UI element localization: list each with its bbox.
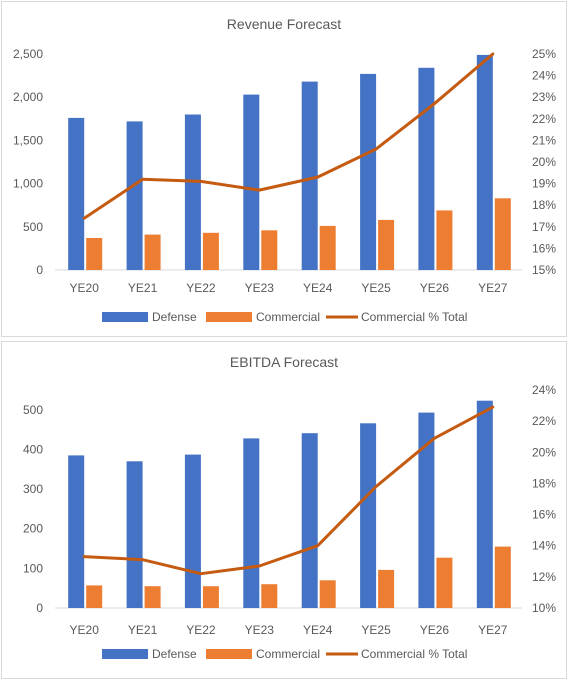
y-right-tick-label: 20% — [532, 155, 556, 169]
y-left-tick-label: 1,000 — [13, 177, 43, 191]
defense-bar — [476, 54, 493, 271]
commercial-total-line — [82, 405, 495, 576]
legend-label: Defense — [152, 310, 197, 324]
y-right-tick-label: 19% — [532, 177, 556, 191]
legend-label: Commercial — [256, 647, 320, 661]
legend-label: Commercial — [256, 310, 320, 324]
commercial-bar — [436, 210, 453, 270]
commercial-bar — [144, 234, 161, 270]
commercial-bar — [202, 586, 219, 608]
defense-bar — [68, 117, 85, 271]
y-right-tick-label: 21% — [532, 133, 556, 147]
y-right-tick-label: 12% — [532, 570, 556, 584]
ebitda-forecast-chart: EBITDA Forecast 0 100 200 300 400 500 10% 12% 14%… — [1, 341, 567, 679]
revenue-forecast-svg: Revenue Forecast 0 500 1,000 1,500 2,000 2,500… — [13, 16, 556, 324]
chart-title: EBITDA Forecast — [230, 354, 338, 370]
defense-bar — [476, 400, 493, 608]
y-left-tick-label: 1,500 — [13, 133, 43, 147]
legend-label: Defense — [152, 647, 197, 661]
x-category-label: YE26 — [420, 281, 450, 295]
x-category-label: YE25 — [361, 623, 391, 637]
x-category-label: YE26 — [420, 623, 450, 637]
defense-bar — [301, 433, 318, 608]
commercial-bar — [494, 198, 511, 270]
x-category-label: YE21 — [128, 281, 158, 295]
commercial-bar — [378, 569, 395, 608]
commercial-bar — [436, 557, 453, 608]
x-category-label: YE25 — [361, 281, 391, 295]
defense-bar — [184, 454, 201, 608]
y-left-tick-label: 0 — [36, 601, 43, 615]
y-left-tick-label: 400 — [23, 442, 43, 456]
chart-title: Revenue Forecast — [227, 16, 342, 32]
y-right-tick-label: 10% — [532, 601, 556, 615]
y-right-tick-label: 16% — [532, 508, 556, 522]
y-right-tick-label: 22% — [532, 414, 556, 428]
defense-bar — [243, 438, 260, 608]
y-right-tick-label: 16% — [532, 241, 556, 255]
commercial-bar — [378, 219, 395, 270]
y-right-tick-label: 24% — [532, 69, 556, 83]
y-left-tick-label: 0 — [36, 263, 43, 277]
commercial-bar — [202, 232, 219, 270]
commercial-bar — [144, 586, 161, 608]
y-right-tick-label: 23% — [532, 90, 556, 104]
defense-bar — [184, 114, 201, 270]
defense-bar — [68, 455, 85, 608]
defense-bar — [418, 67, 435, 270]
y-right-tick-label: 25% — [532, 47, 556, 61]
x-category-label: YE27 — [478, 281, 508, 295]
legend-label: Commercial % Total — [361, 310, 467, 324]
commercial-bar — [86, 585, 103, 608]
y-left-tick-label: 2,000 — [13, 90, 43, 104]
commercial-bar — [319, 580, 336, 608]
y-right-tick-label: 15% — [532, 263, 556, 277]
y-right-tick-label: 20% — [532, 445, 556, 459]
defense-legend-swatch — [102, 312, 148, 322]
y-right-tick-label: 14% — [532, 539, 556, 553]
defense-bar — [243, 94, 260, 270]
defense-legend-swatch — [102, 649, 148, 659]
y-right-tick-label: 24% — [532, 383, 556, 397]
x-category-label: YE22 — [186, 623, 216, 637]
commercial-bar — [261, 230, 278, 270]
commercial-bar — [494, 546, 511, 608]
defense-bar — [360, 73, 377, 271]
defense-bar — [126, 461, 143, 608]
y-left-tick-label: 500 — [23, 220, 43, 234]
x-category-label: YE21 — [128, 623, 158, 637]
y-right-tick-label: 18% — [532, 476, 556, 490]
commercial-bar — [319, 225, 336, 270]
x-category-label: YE24 — [303, 281, 333, 295]
y-left-tick-label: 100 — [23, 561, 43, 575]
commercial-legend-swatch — [206, 649, 252, 659]
x-category-label: YE23 — [245, 623, 275, 637]
commercial-bar — [86, 238, 103, 270]
ebitda-forecast-svg: EBITDA Forecast 0 100 200 300 400 500 10% 12% 14%… — [23, 354, 556, 661]
defense-bar — [126, 121, 143, 271]
legend-label: Commercial % Total — [361, 647, 467, 661]
y-left-tick-label: 200 — [23, 522, 43, 536]
x-category-label: YE20 — [70, 623, 100, 637]
y-left-tick-label: 500 — [23, 403, 43, 417]
x-category-label: YE23 — [245, 281, 275, 295]
defense-bar — [418, 412, 435, 608]
y-right-tick-label: 17% — [532, 220, 556, 234]
y-right-tick-label: 18% — [532, 198, 556, 212]
commercial-bar — [261, 584, 278, 608]
y-right-tick-label: 22% — [532, 112, 556, 126]
x-category-label: YE27 — [478, 623, 508, 637]
y-left-tick-label: 2,500 — [13, 47, 43, 61]
revenue-forecast-chart: Revenue Forecast 0 500 1,000 1,500 2,000 2,500… — [1, 1, 567, 337]
x-category-label: YE22 — [186, 281, 216, 295]
commercial-total-line — [82, 52, 495, 220]
x-category-label: YE20 — [70, 281, 100, 295]
defense-bar — [301, 81, 318, 270]
defense-bar — [360, 423, 377, 608]
x-category-label: YE24 — [303, 623, 333, 637]
y-left-tick-label: 300 — [23, 482, 43, 496]
commercial-legend-swatch — [206, 312, 252, 322]
